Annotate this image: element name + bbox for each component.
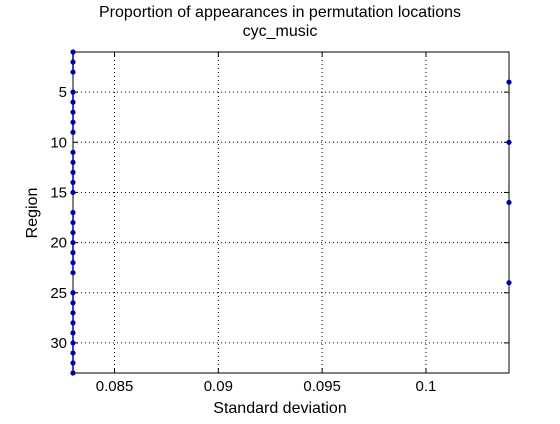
y-tick-label: 10 <box>50 134 67 151</box>
data-point <box>506 79 512 85</box>
y-tick-label: 25 <box>50 285 67 302</box>
data-point <box>70 159 76 165</box>
data-point <box>70 370 76 376</box>
data-point <box>70 69 76 75</box>
data-point <box>70 169 76 175</box>
x-tick-label: 0.1 <box>416 378 437 395</box>
x-tick-label: 0.095 <box>303 378 341 395</box>
chart-subtitle: cyc_music <box>242 23 318 40</box>
data-point <box>70 119 76 125</box>
y-tick-label: 20 <box>50 235 67 252</box>
axes-box <box>72 51 510 374</box>
x-tick-label: 0.085 <box>96 378 134 395</box>
y-tick-label: 30 <box>50 335 67 352</box>
x-tick-label: 0.09 <box>204 378 233 395</box>
x-axis-label: Standard deviation <box>213 400 347 417</box>
data-point <box>70 250 76 256</box>
y-tick-label: 5 <box>59 84 67 101</box>
y-axis-label: Region <box>24 187 41 239</box>
data-point <box>70 290 76 296</box>
data-point <box>70 239 76 246</box>
data-point <box>70 89 76 95</box>
chart-title: Proportion of appearances in permutation… <box>99 4 461 21</box>
data-point <box>70 219 76 226</box>
data-point <box>70 129 76 135</box>
data-point <box>70 320 76 326</box>
data-point <box>70 270 76 276</box>
data-point <box>70 260 76 266</box>
data-point <box>70 350 76 356</box>
y-tick-label: 15 <box>50 184 67 201</box>
data-point <box>70 300 76 306</box>
data-point <box>70 149 76 155</box>
data-point <box>70 99 76 105</box>
data-point <box>70 49 76 55</box>
data-point <box>506 280 512 286</box>
data-point <box>70 59 76 65</box>
data-point <box>70 310 76 316</box>
data-point <box>70 179 76 186</box>
data-point <box>70 109 76 115</box>
data-point <box>70 209 76 216</box>
data-point <box>70 340 76 346</box>
data-point <box>506 199 512 206</box>
data-point <box>70 229 76 236</box>
data-point <box>70 360 76 366</box>
data-point <box>70 330 76 336</box>
data-point <box>506 139 512 145</box>
data-point <box>70 189 76 196</box>
